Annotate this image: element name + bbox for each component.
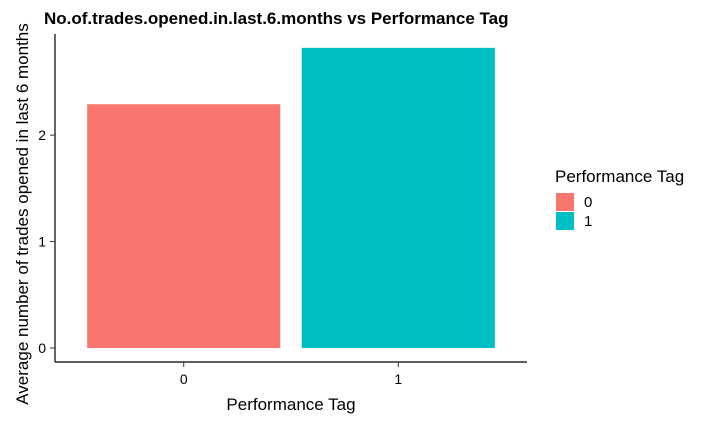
y-ticks: 0 1 2 (38, 127, 55, 356)
legend-swatch-1 (556, 212, 574, 230)
bars (87, 47, 495, 349)
legend-entries: 01 (556, 193, 592, 230)
legend-label-1: 1 (584, 213, 592, 230)
chart-title: No.of.trades.opened.in.last.6.months vs … (44, 9, 508, 28)
y-axis-title: Average number of trades opened in last … (13, 23, 32, 404)
legend-swatch-0 (556, 193, 574, 211)
y-tick-label-0: 0 (38, 340, 46, 356)
y-tick-label-2: 2 (38, 127, 46, 143)
legend-label-0: 0 (584, 194, 592, 211)
legend-title: Performance Tag (555, 167, 684, 186)
x-axis-title: Performance Tag (226, 395, 355, 414)
y-axis-title-group: Average number of trades opened in last … (13, 23, 32, 404)
x-tick-label-1: 1 (394, 371, 402, 387)
legend: Performance Tag 01 (555, 167, 684, 230)
bar-0 (87, 104, 281, 348)
x-tick-label-0: 0 (180, 371, 188, 387)
y-tick-label-1: 1 (38, 234, 46, 250)
bar-1 (301, 47, 495, 349)
